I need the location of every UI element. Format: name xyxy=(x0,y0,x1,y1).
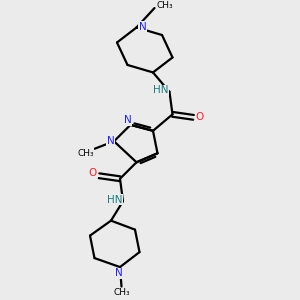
Text: N: N xyxy=(115,268,122,278)
Text: N: N xyxy=(106,136,114,146)
Text: CH₃: CH₃ xyxy=(157,1,173,10)
Text: N: N xyxy=(124,115,131,125)
Text: CH₃: CH₃ xyxy=(113,288,130,297)
Text: CH₃: CH₃ xyxy=(77,149,94,158)
Text: O: O xyxy=(195,112,204,122)
Text: O: O xyxy=(89,168,97,178)
Text: HN: HN xyxy=(107,195,122,205)
Text: HN: HN xyxy=(153,85,169,95)
Text: N: N xyxy=(139,22,146,32)
